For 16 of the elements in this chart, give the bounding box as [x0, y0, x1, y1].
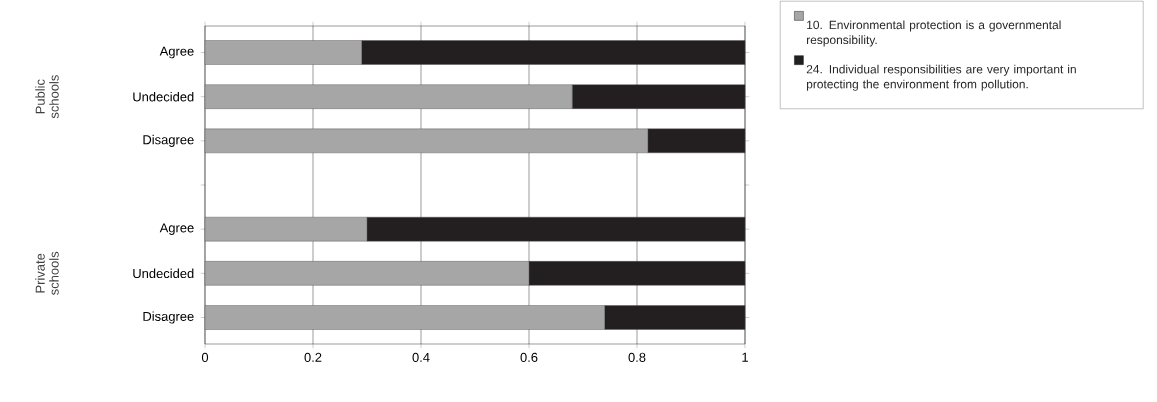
text: Private schools	[35, 251, 59, 295]
x-tick-label: 0	[201, 352, 209, 362]
text: Public schools	[35, 75, 59, 119]
x-tick-label: 0.8	[628, 352, 646, 362]
y-tick-label: Disagree	[143, 311, 194, 324]
y-tick-label: Agree	[159, 46, 194, 59]
x-tick-label: 0.4	[412, 352, 430, 362]
y-tick-label: Agree	[159, 223, 194, 235]
y-tick-label: Undecided	[133, 268, 194, 279]
legend-label: 24. Individual responsibilities are very important in protecting the environment from pollution.	[806, 64, 1076, 91]
y-tick-label: Disagree	[143, 134, 194, 147]
legend-label: 10. Environmental protection is a governmental responsibility.	[807, 20, 1061, 47]
y-tick-label: Undecided	[133, 91, 194, 102]
x-tick-label: 0.6	[520, 352, 538, 362]
x-tick-label: 1	[742, 352, 748, 362]
x-tick-label: 0.2	[304, 352, 322, 362]
